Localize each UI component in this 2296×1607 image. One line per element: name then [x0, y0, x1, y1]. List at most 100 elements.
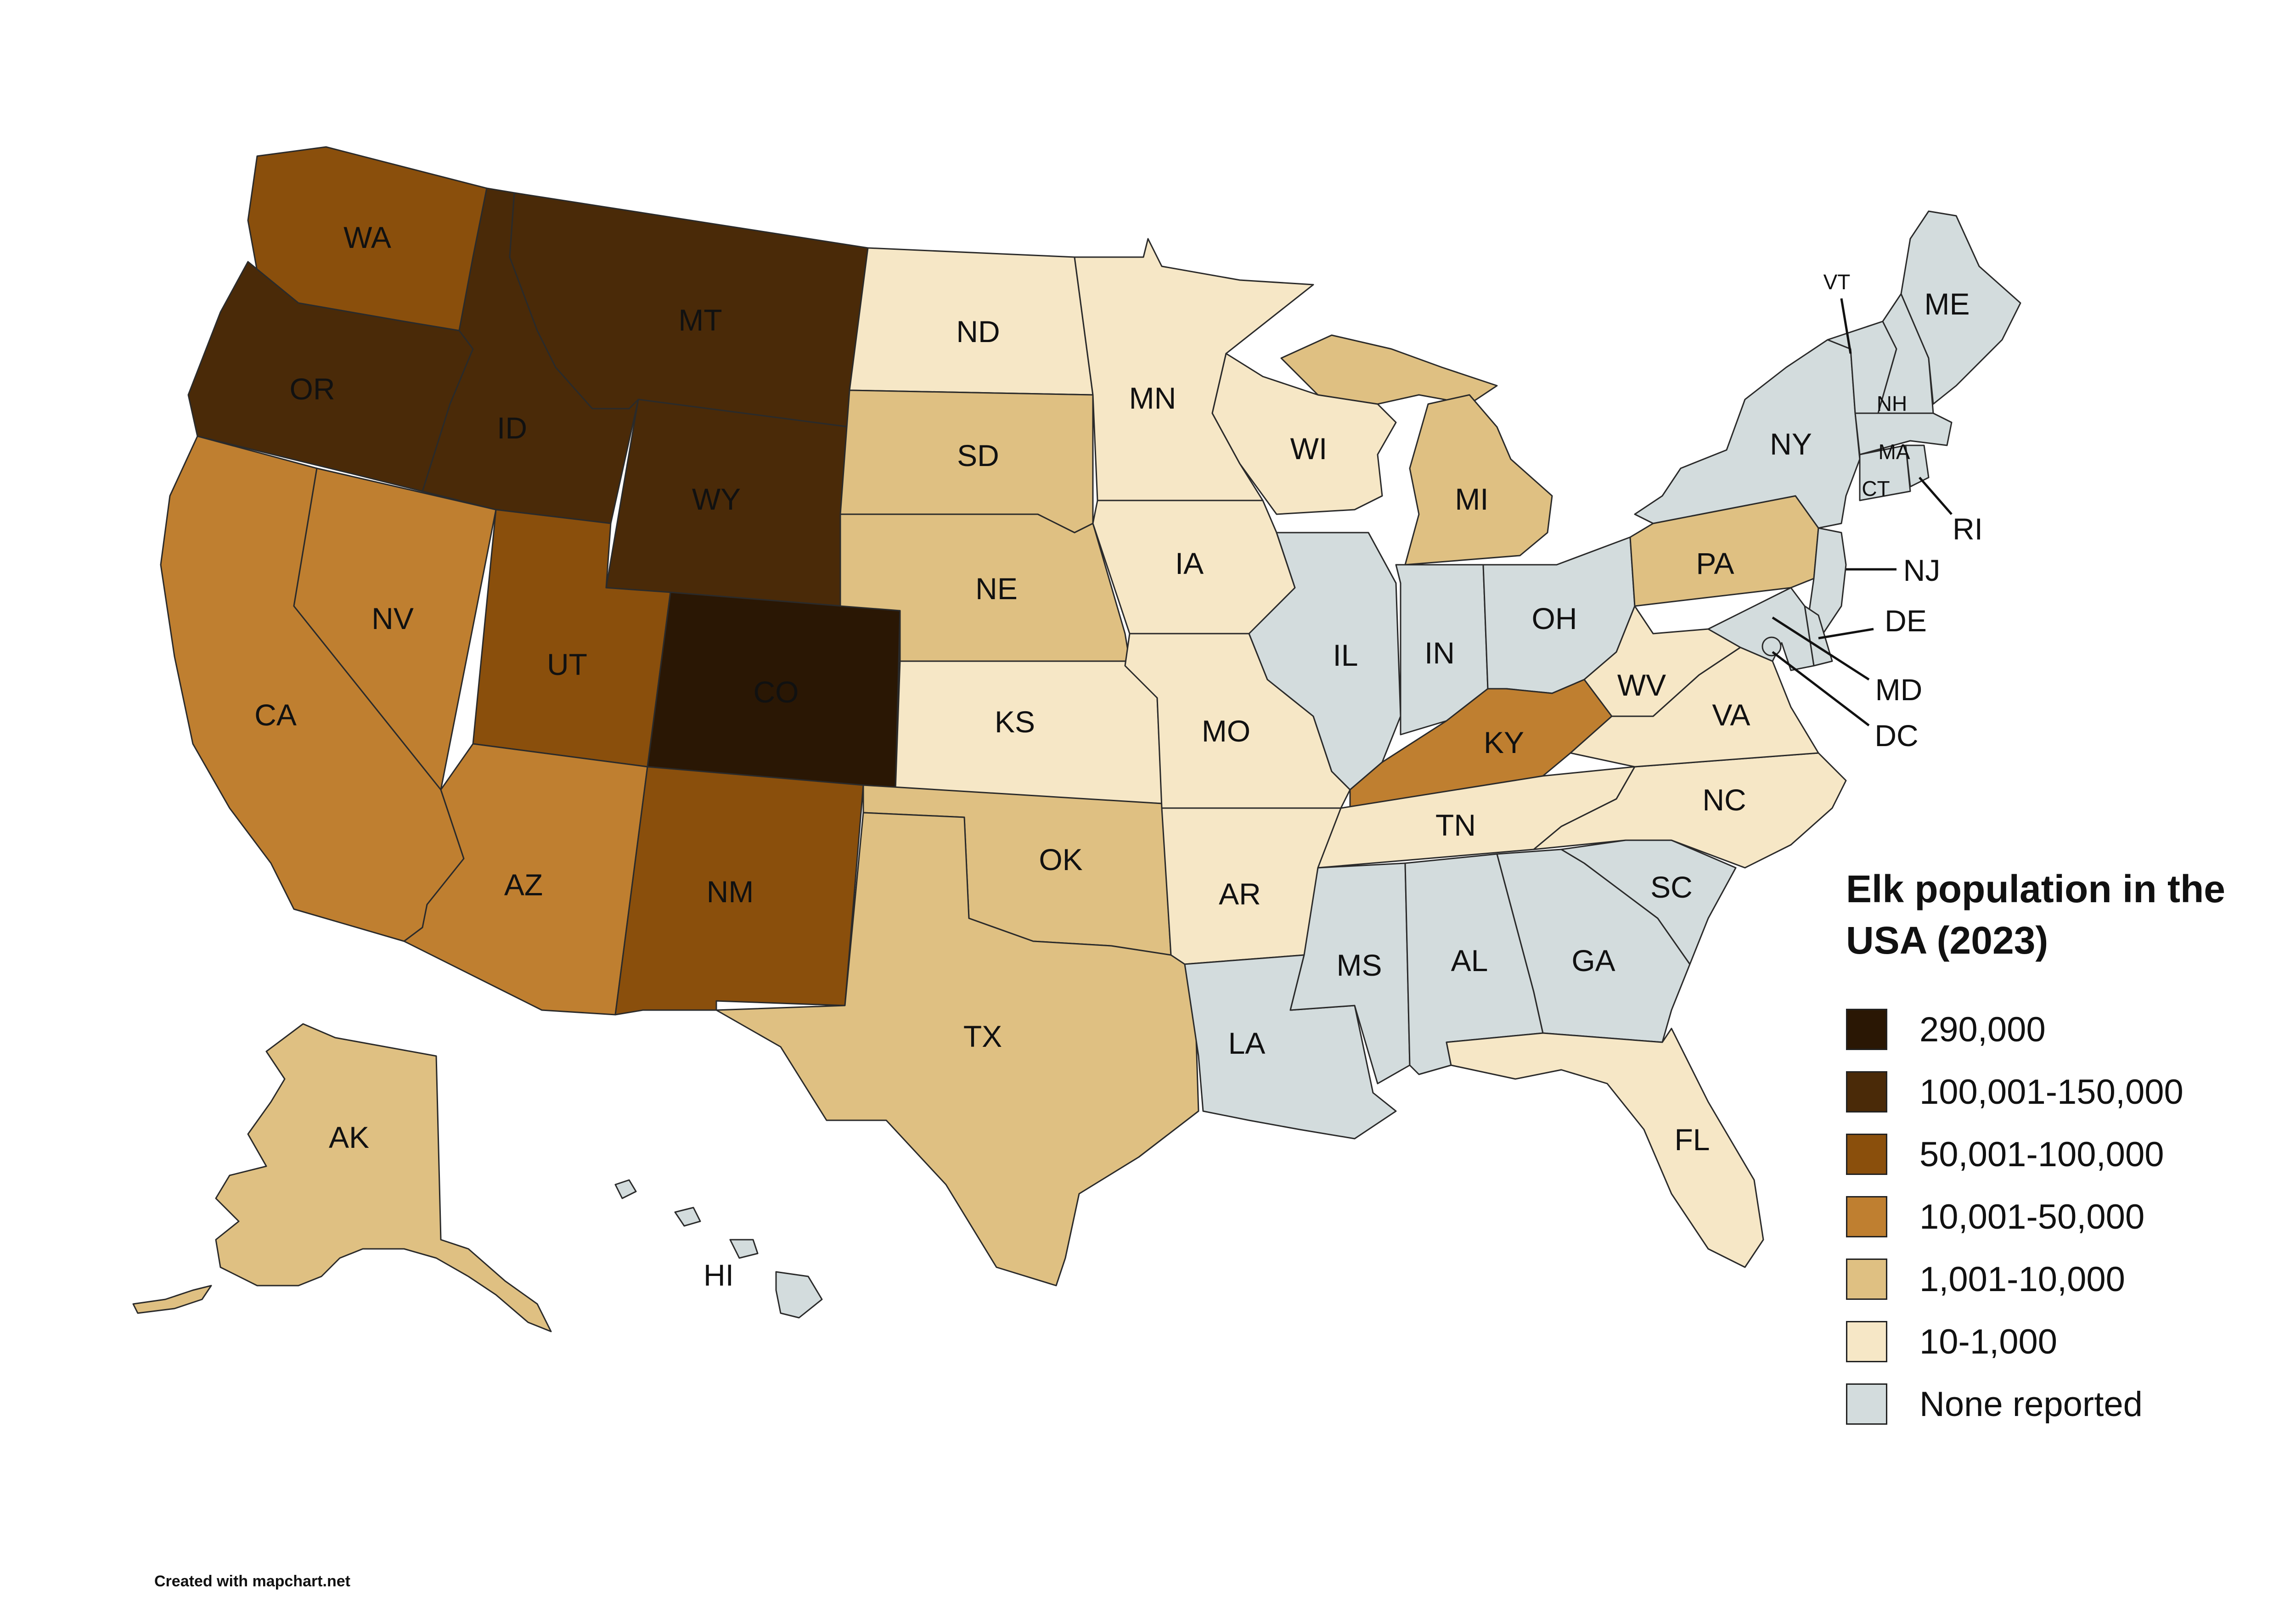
state-hi-oahu[interactable]	[674, 1207, 701, 1227]
legend-item-10-1000: 10-1,000	[1846, 1310, 2287, 1373]
state-ak-chain	[132, 1285, 212, 1314]
label-nc: NC	[1702, 783, 1746, 817]
label-la: LA	[1228, 1026, 1266, 1060]
label-ms: MS	[1337, 948, 1382, 982]
label-ut: UT	[547, 647, 587, 681]
label-mo: MO	[1202, 714, 1250, 748]
label-ak: AK	[329, 1120, 369, 1154]
leader-vt	[1840, 298, 1852, 354]
label-id: ID	[497, 411, 527, 445]
label-ct: CT	[1862, 477, 1890, 500]
label-al: AL	[1451, 944, 1488, 978]
leader-de	[1818, 628, 1874, 640]
legend: Elk population in the USA (2023) 290,000…	[1846, 863, 2287, 1435]
label-nm: NM	[707, 875, 754, 909]
legend-item-50001-100000: 50,001-100,000	[1846, 1123, 2287, 1186]
label-ks: KS	[995, 705, 1035, 739]
label-de: DE	[1885, 604, 1927, 638]
legend-item-100001-150000: 100,001-150,000	[1846, 1061, 2287, 1123]
label-ia: IA	[1175, 546, 1204, 580]
label-wa: WA	[343, 220, 391, 254]
state-ct[interactable]	[1859, 444, 1911, 501]
state-il[interactable]	[1248, 532, 1401, 791]
credit-text: Created with mapchart.net	[154, 1573, 350, 1590]
state-tx[interactable]	[715, 812, 1199, 1287]
label-ny: NY	[1770, 427, 1812, 461]
label-ok: OK	[1039, 843, 1082, 877]
state-mi-up[interactable]	[1280, 334, 1498, 405]
label-ar: AR	[1219, 877, 1261, 911]
label-nv: NV	[371, 601, 414, 635]
legend-swatch-100001-150000	[1846, 1071, 1887, 1113]
label-fl: FL	[1674, 1123, 1710, 1157]
state-wi[interactable]	[1211, 353, 1397, 515]
state-hi-maui[interactable]	[729, 1239, 759, 1259]
legend-item-1001-10000: 1,001-10,000	[1846, 1248, 2287, 1310]
state-ri[interactable]	[1905, 444, 1930, 488]
legend-swatch-50001-100000	[1846, 1134, 1887, 1175]
label-ky: KY	[1484, 725, 1524, 759]
legend-swatch-10001-50000	[1846, 1196, 1887, 1237]
label-mn: MN	[1129, 381, 1176, 415]
state-nj[interactable]	[1808, 527, 1847, 635]
legend-swatch-none-reported	[1846, 1383, 1887, 1425]
label-ca: CA	[254, 698, 297, 732]
state-nc[interactable]	[1533, 752, 1847, 869]
legend-label-none-reported: None reported	[1919, 1384, 2143, 1424]
map-title: Elk population in the USA (2023)	[1846, 867, 2225, 962]
label-ga: GA	[1571, 944, 1615, 978]
state-hi-big[interactable]	[775, 1271, 823, 1319]
leader-md	[1772, 616, 1870, 681]
state-hi-kauai[interactable]	[614, 1179, 637, 1199]
label-tx: TX	[963, 1019, 1002, 1053]
leader-ri	[1919, 477, 1953, 515]
state-md[interactable]	[1707, 587, 1815, 671]
leader-dc	[1772, 651, 1870, 726]
legend-item-10001-50000: 10,001-50,000	[1846, 1186, 2287, 1248]
legend-label-10-1000: 10-1,000	[1919, 1322, 2058, 1361]
label-oh: OH	[1532, 601, 1577, 635]
label-pa: PA	[1696, 546, 1734, 580]
label-va: VA	[1712, 698, 1750, 732]
legend-swatch-1001-10000	[1846, 1259, 1887, 1300]
label-sc: SC	[1650, 870, 1693, 904]
label-or: OR	[290, 372, 335, 406]
state-ak[interactable]	[215, 1023, 552, 1332]
label-tn: TN	[1435, 808, 1476, 842]
legend-label-100001-150000: 100,001-150,000	[1919, 1072, 2183, 1112]
label-in: IN	[1424, 636, 1455, 670]
label-mt: MT	[678, 303, 722, 337]
label-wv: WV	[1617, 668, 1666, 702]
label-vt: VT	[1823, 270, 1851, 294]
legend-label-290000: 290,000	[1919, 1010, 2046, 1049]
label-wi: WI	[1290, 432, 1328, 466]
label-ne: NE	[975, 572, 1018, 606]
legend-item-none-reported: None reported	[1846, 1373, 2287, 1435]
label-nd: ND	[956, 315, 1000, 348]
label-me: ME	[1925, 287, 1970, 321]
state-fl[interactable]	[1446, 1028, 1764, 1268]
label-ri: RI	[1953, 512, 1983, 546]
state-nm[interactable]	[614, 766, 864, 1016]
label-dc: DC	[1874, 719, 1918, 753]
label-hi: HI	[703, 1258, 734, 1292]
state-dc[interactable]	[1761, 636, 1782, 657]
label-co: CO	[754, 675, 799, 709]
state-ny[interactable]	[1634, 339, 1861, 529]
label-az: AZ	[504, 868, 543, 902]
label-ma: MA	[1879, 440, 1910, 464]
label-sd: SD	[957, 438, 999, 472]
label-mi: MI	[1455, 482, 1488, 516]
state-mi-lp[interactable]	[1404, 394, 1553, 566]
label-wy: WY	[692, 482, 741, 516]
legend-label-50001-100000: 50,001-100,000	[1919, 1135, 2164, 1174]
label-il: IL	[1333, 638, 1358, 672]
label-nh: NH	[1877, 392, 1907, 416]
legend-label-1001-10000: 1,001-10,000	[1919, 1259, 2125, 1299]
state-me[interactable]	[1900, 210, 2021, 405]
label-md: MD	[1875, 673, 1923, 707]
label-nj: NJ	[1903, 553, 1941, 587]
legend-swatch-290000	[1846, 1009, 1887, 1050]
legend-label-10001-50000: 10,001-50,000	[1919, 1197, 2145, 1236]
